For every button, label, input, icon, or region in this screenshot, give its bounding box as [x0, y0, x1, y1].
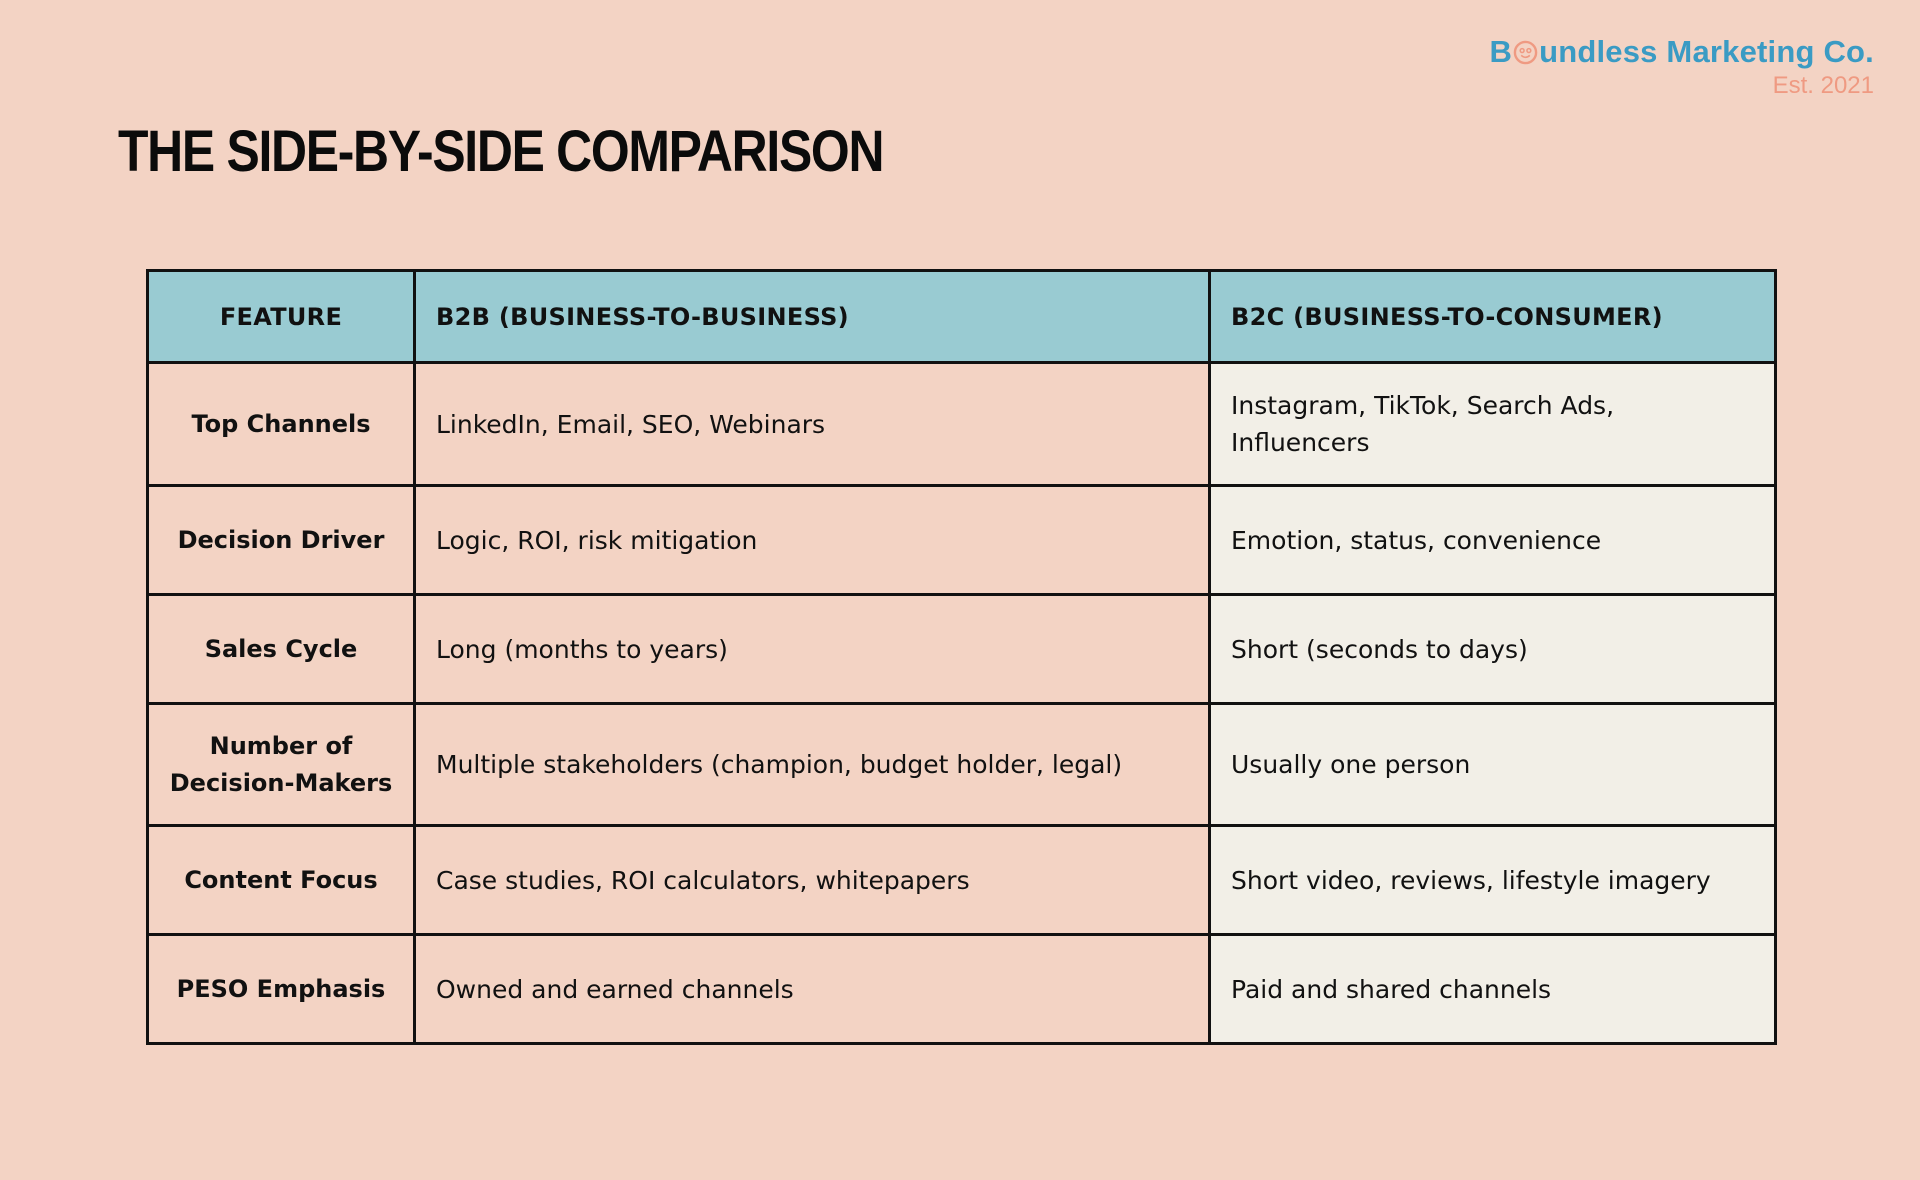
face-o-logo-icon [1513, 40, 1538, 64]
table-row: Decision Driver Logic, ROI, risk mitigat… [146, 484, 1777, 596]
table-row: Sales Cycle Long (months to years) Short… [146, 593, 1777, 705]
table-header-row: FEATURE B2B (BUSINESS-TO-BUSINESS) B2C (… [146, 269, 1777, 364]
brand-block: B undless Marketing Co. Est. 2021 [1489, 34, 1874, 100]
b2b-cell: Long (months to years) [413, 593, 1211, 705]
brand-established: Est. 2021 [1772, 72, 1874, 99]
b2c-cell: Instagram, TikTok, Search Ads, Influence… [1208, 361, 1777, 487]
table-row: Number of Decision-Makers Multiple stake… [146, 702, 1777, 827]
table-row: Top Channels LinkedIn, Email, SEO, Webin… [146, 361, 1777, 487]
table-row: PESO Emphasis Owned and earned channels … [146, 933, 1777, 1045]
b2b-cell: Case studies, ROI calculators, whitepape… [413, 824, 1211, 936]
feature-cell: Decision Driver [146, 484, 416, 596]
b2c-cell: Short video, reviews, lifestyle imagery [1208, 824, 1777, 936]
feature-cell: Content Focus [146, 824, 416, 936]
feature-cell: Sales Cycle [146, 593, 416, 705]
feature-cell: Top Channels [146, 361, 416, 487]
header-b2b: B2B (BUSINESS-TO-BUSINESS) [413, 269, 1211, 364]
b2c-cell: Usually one person [1208, 702, 1777, 827]
table-row: Content Focus Case studies, ROI calculat… [146, 824, 1777, 936]
b2b-cell: LinkedIn, Email, SEO, Webinars [413, 361, 1211, 487]
brand-name: B undless Marketing Co. [1489, 34, 1874, 70]
b2c-cell: Paid and shared channels [1208, 933, 1777, 1045]
b2c-cell: Short (seconds to days) [1208, 593, 1777, 705]
header-b2c: B2C (BUSINESS-TO-CONSUMER) [1208, 269, 1777, 364]
b2b-cell: Multiple stakeholders (champion, budget … [413, 702, 1211, 827]
brand-name-prefix: B [1489, 34, 1513, 69]
feature-cell: PESO Emphasis [146, 933, 416, 1045]
brand-name-suffix: undless Marketing Co. [1539, 34, 1874, 69]
b2c-cell: Emotion, status, convenience [1208, 484, 1777, 596]
b2b-cell: Owned and earned channels [413, 933, 1211, 1045]
feature-cell: Number of Decision-Makers [146, 702, 416, 827]
page-title: THE SIDE-BY-SIDE COMPARISON [118, 119, 884, 184]
comparison-table: FEATURE B2B (BUSINESS-TO-BUSINESS) B2C (… [146, 269, 1777, 1045]
b2b-cell: Logic, ROI, risk mitigation [413, 484, 1211, 596]
header-feature: FEATURE [146, 269, 416, 364]
